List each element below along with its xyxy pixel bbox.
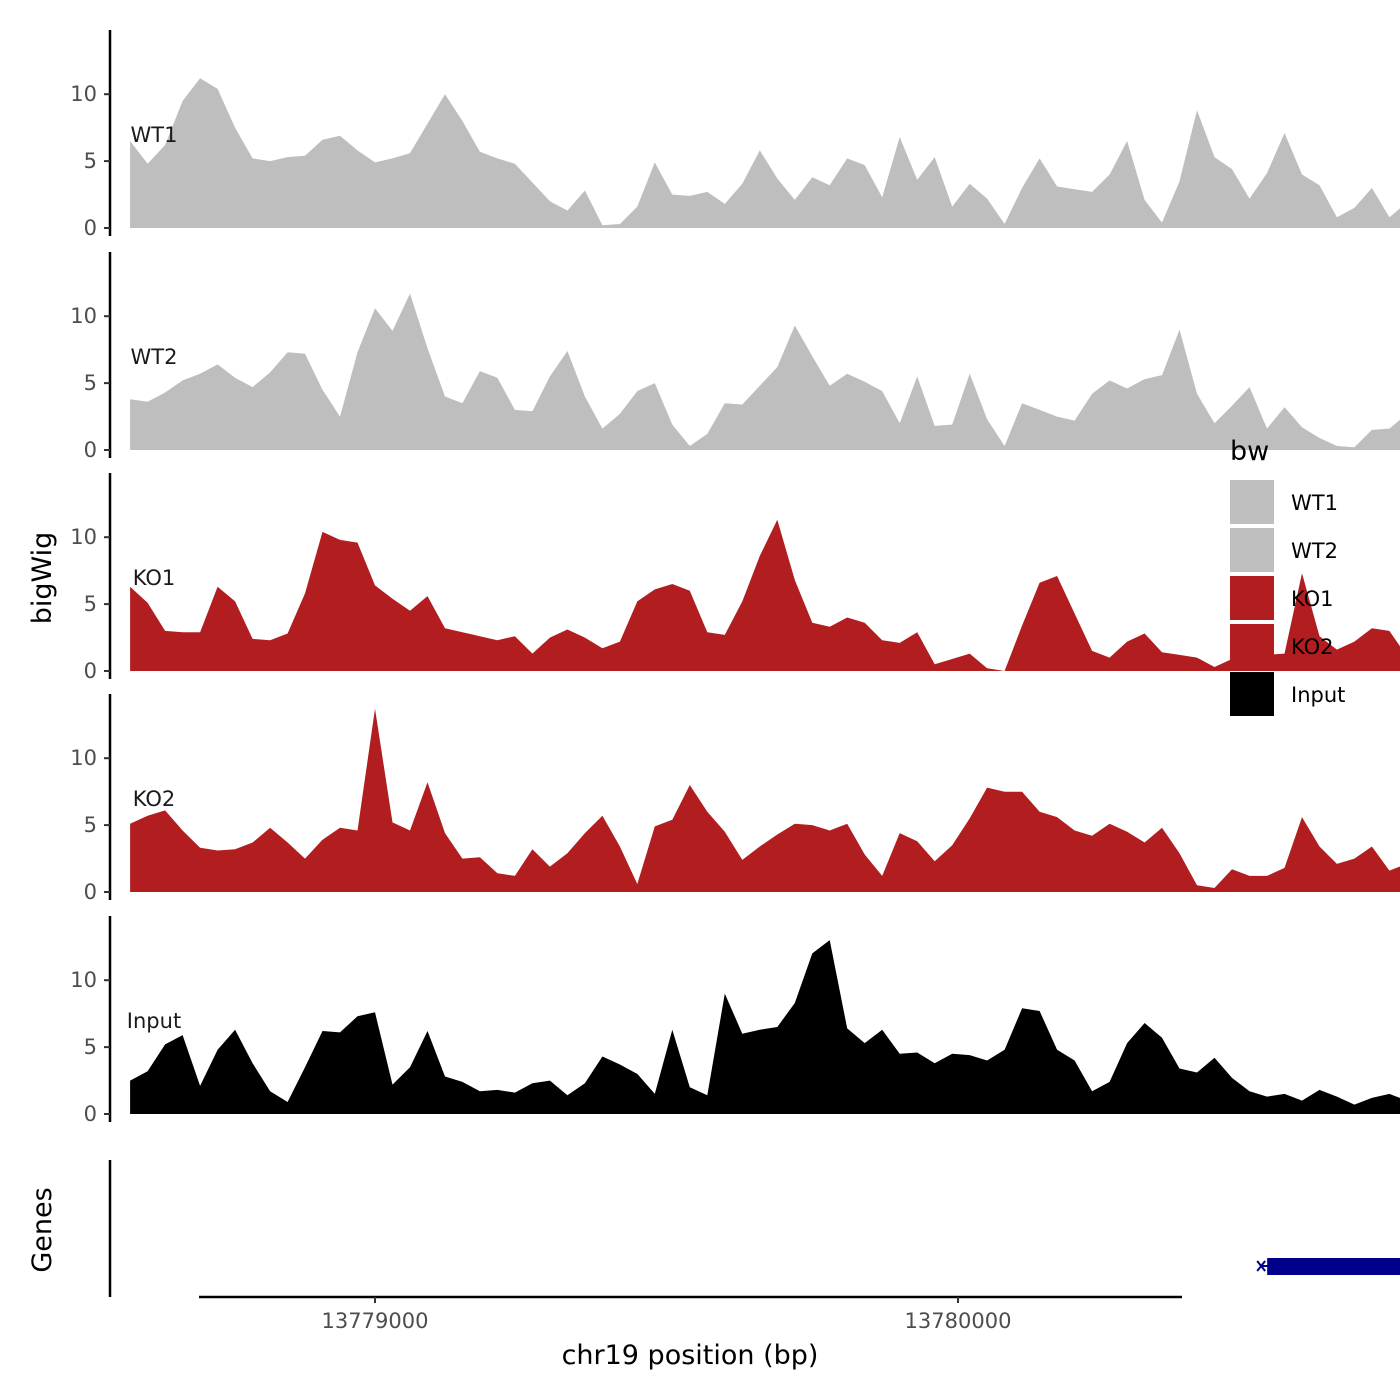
track-label: WT2 [131,345,178,369]
track-label: KO2 [133,787,176,811]
area-ko1 [130,519,1400,671]
track-wt1: 0 5 10 WT1 [70,30,1400,240]
genes-axis-title: Genes [27,1187,58,1272]
legend-title: bw [1230,436,1269,467]
legend: bw WT1 WT2 KO1 KO2 Input [1230,436,1345,716]
y-tick-label: 5 [84,813,97,837]
legend-label: WT1 [1291,491,1338,515]
legend-key-wt2 [1230,528,1274,572]
track-wt2: 0 5 10 WT2 [70,252,1400,462]
x-tick-label: 13780000 [905,1309,1012,1333]
legend-label: WT2 [1291,539,1338,563]
track-label: KO1 [133,566,176,590]
legend-label: Input [1291,683,1345,707]
y-tick-label: 0 [84,438,97,462]
y-tick-label: 10 [70,304,97,328]
gene-exon [1267,1258,1400,1275]
x-axis: 137790001378000013781000 [199,1295,1182,1333]
y-tick-label: 5 [84,149,97,173]
y-tick-label: 10 [70,968,97,992]
y-tick-label: 5 [84,592,97,616]
legend-key-input [1230,672,1274,716]
track-input: 0 5 10 Input [70,916,1400,1126]
y-tick-label: 0 [84,216,97,240]
y-tick-label: 10 [70,746,97,770]
legend-key-wt1 [1230,480,1274,524]
legend-key-ko1 [1230,576,1274,620]
legend-label: KO1 [1291,587,1334,611]
track-ko1: 0 5 10 KO1 [70,473,1400,683]
y-tick-label: 0 [84,659,97,683]
x-axis-title: chr19 position (bp) [562,1340,819,1371]
y-tick-label: 0 [84,1102,97,1126]
area-wt2 [130,293,1400,450]
y-tick-label: 10 [70,82,97,106]
gene-strand-marker [1256,1260,1266,1272]
legend-key-ko2 [1230,624,1274,668]
area-wt1 [130,78,1400,228]
track-label: Input [127,1009,181,1033]
genes-panel: Olfr1496 [108,1160,1400,1297]
y-tick-label: 10 [70,525,97,549]
tracks: 0 5 10 WT1 0 5 10 WT2 0 5 10 KO1 0 5 10 KO2 0 5 10 Input [70,30,1400,1126]
area-input [130,940,1400,1114]
y-tick-label: 0 [84,880,97,904]
track-ko2: 0 5 10 KO2 [70,694,1400,904]
area-ko2 [130,708,1400,892]
x-tick-label: 13779000 [322,1309,429,1333]
y-tick-label: 5 [84,1035,97,1059]
legend-label: KO2 [1291,635,1334,659]
y-axis-title: bigWig [27,532,58,625]
y-tick-label: 5 [84,371,97,395]
track-label: WT1 [131,123,178,147]
